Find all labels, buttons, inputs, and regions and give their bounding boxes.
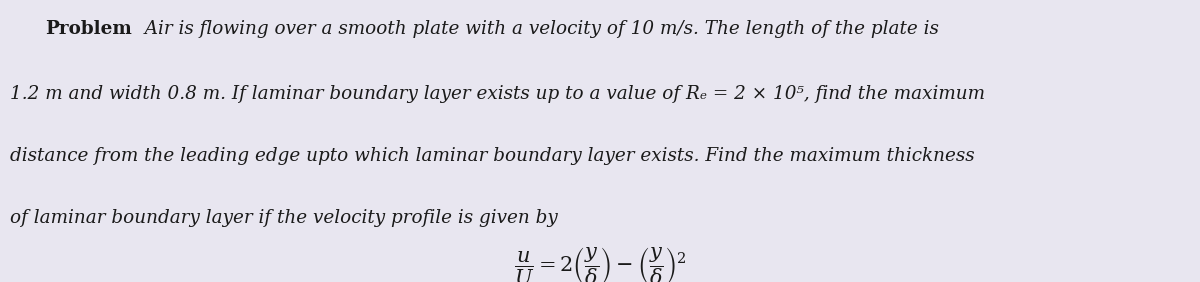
Text: of laminar boundary layer if the velocity profile is given by: of laminar boundary layer if the velocit… <box>10 209 557 227</box>
Text: distance from the leading edge upto which laminar boundary layer exists. Find th: distance from the leading edge upto whic… <box>10 147 974 165</box>
Text: 1.2 m and width 0.8 m. If laminar boundary layer exists up to a value of Rₑ = 2 : 1.2 m and width 0.8 m. If laminar bounda… <box>10 85 985 103</box>
Text: Problem: Problem <box>46 20 132 38</box>
Text: Air is flowing over a smooth plate with a velocity of 10 m/s. The length of the : Air is flowing over a smooth plate with … <box>133 20 940 38</box>
Text: $\dfrac{u}{U} = 2\left(\dfrac{y}{\delta}\right) - \left(\dfrac{y}{\delta}\right): $\dfrac{u}{U} = 2\left(\dfrac{y}{\delta}… <box>514 245 686 282</box>
